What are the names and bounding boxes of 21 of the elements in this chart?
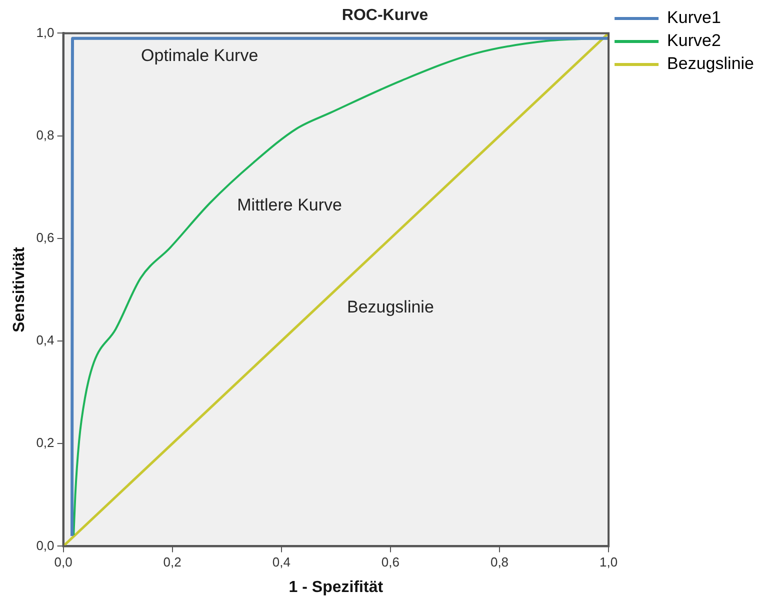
chart-title: ROC-Kurve <box>342 7 428 24</box>
x-tick-label: 0,4 <box>272 554 290 570</box>
y-tick-label: 0,6 <box>36 230 54 245</box>
y-tick-label: 1,0 <box>36 24 54 40</box>
y-tick-label: 0,8 <box>36 127 54 142</box>
legend-label: Kurve2 <box>667 31 721 50</box>
x-tick-label: 0,0 <box>54 554 72 570</box>
annotation: Mittlere Kurve <box>237 195 342 214</box>
x-axis-title: 1 - Spezifität <box>288 578 384 596</box>
x-tick-label: 0,8 <box>490 554 509 570</box>
y-tick-label: 0,2 <box>36 435 54 450</box>
annotation: Optimale Kurve <box>141 46 258 65</box>
legend-label: Kurve1 <box>667 8 721 28</box>
y-tick-label: 0,4 <box>36 332 54 348</box>
x-tick-label: 0,6 <box>381 554 400 570</box>
x-tick-label: 1,0 <box>600 554 618 570</box>
x-tick-label: 0,2 <box>163 554 182 570</box>
y-axis-title: Sensitivität <box>11 246 28 332</box>
y-tick-label: 0,0 <box>36 538 54 553</box>
legend-label: Bezugslinie <box>667 54 754 74</box>
annotation: Bezugslinie <box>346 297 434 316</box>
